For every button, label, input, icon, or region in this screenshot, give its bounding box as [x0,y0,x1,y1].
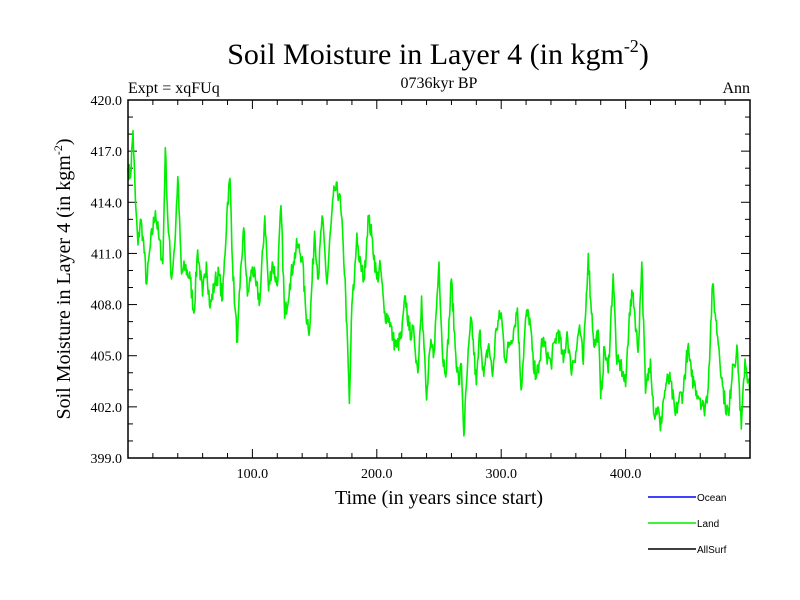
y-axis-label-main: Soil Moisture in Layer 4 (in kgm [53,155,75,420]
legend-label-land: Land [697,519,719,530]
chart-subtitle: 0736kyr BP [401,75,478,92]
x-tick-label: 300.0 [485,467,517,482]
chart-title-sup: -2 [624,36,639,56]
season-label: Ann [722,80,750,97]
y-tick-label: 420.0 [91,94,123,109]
y-axis-label-sup: -2 [51,145,65,155]
plot-frame [127,99,751,459]
chart-title: Soil Moisture in Layer 4 (in kgm-2) [227,36,649,71]
legend-label-allsurf: AllSurf [697,545,727,556]
x-tick-label: 200.0 [361,467,393,482]
axis-ticks: 100.0 200.0 300.0 400.0 399.0 402.0 405.0 408.0… [91,94,751,482]
y-axis-label-close: ) [53,138,75,145]
y-tick-label: 414.0 [91,196,123,211]
series-line-land [127,129,751,437]
y-tick-label: 408.0 [91,299,123,314]
chart-title-main: Soil Moisture in Layer 4 (in kgm [227,38,624,71]
experiment-label: Expt = xqFUq [128,80,220,97]
y-tick-label: 411.0 [91,247,122,262]
chart-title-close: ) [639,38,649,71]
legend-label-ocean: Ocean [697,493,726,504]
legend: Ocean Land AllSurf [648,493,727,556]
series-layer [127,129,751,437]
x-axis-label: Time (in years since start) [335,487,543,509]
y-axis-label: Soil Moisture in Layer 4 (in kgm-2) [51,138,75,419]
y-tick-label: 399.0 [91,452,123,467]
y-tick-label: 405.0 [91,350,123,365]
y-tick-label: 417.0 [91,145,123,160]
x-tick-label: 100.0 [237,467,269,482]
x-tick-label: 400.0 [610,467,642,482]
y-tick-label: 402.0 [91,401,123,416]
